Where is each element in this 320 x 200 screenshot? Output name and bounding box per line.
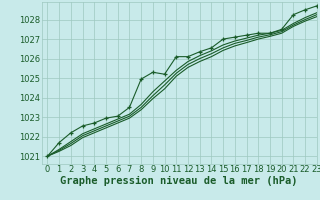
X-axis label: Graphe pression niveau de la mer (hPa): Graphe pression niveau de la mer (hPa) [60, 176, 298, 186]
